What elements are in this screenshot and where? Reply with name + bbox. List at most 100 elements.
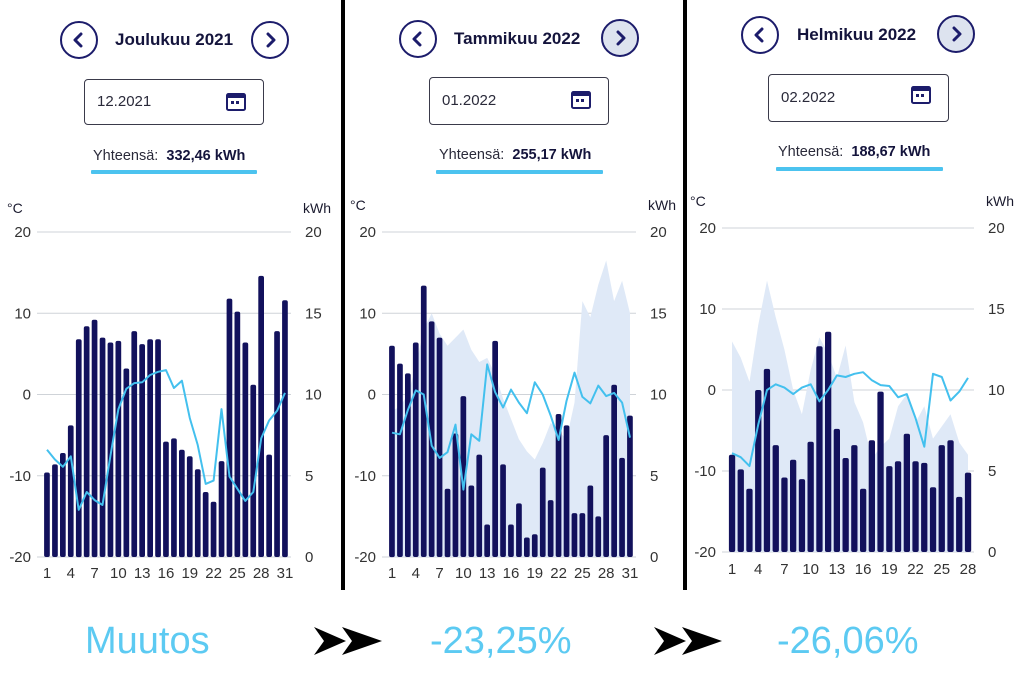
change-label: Muutos: [85, 620, 210, 662]
consumption-bar: [842, 458, 849, 552]
consumption-bar: [274, 331, 280, 557]
consumption-bar: [860, 488, 867, 552]
left-axis-unit: °C: [690, 193, 706, 209]
consumption-bar: [579, 513, 586, 557]
next-month-button[interactable]: [937, 15, 975, 53]
consumption-chart: -20 -10 0 10 20 0 5 10 15 20 1 4 7 10 13 16 19 22 25 28 31: [9, 224, 321, 582]
chevron-left-icon: [73, 32, 83, 48]
consumption-bar: [877, 391, 884, 552]
consumption-bar: [886, 466, 893, 552]
change-percent-february: -26,06%: [777, 620, 919, 662]
left-axis-tick-label: -20: [694, 544, 716, 561]
temperature-line: [731, 371, 969, 468]
calendar-icon[interactable]: [571, 91, 591, 109]
consumption-chart: -20 -10 0 10 20 0 5 10 15 20 1 4 7 10 13 16 19 22 25 28 31: [354, 224, 667, 582]
prev-month-button[interactable]: [60, 21, 98, 59]
month-date-field[interactable]: 02.2022: [768, 74, 949, 122]
x-axis-tick-label: 31: [622, 565, 639, 582]
date-value: 01.2022: [442, 92, 497, 109]
consumption-bar: [234, 311, 241, 557]
x-axis-tick-label: 13: [479, 565, 496, 582]
consumption-bar: [163, 441, 169, 557]
next-month-button[interactable]: [251, 21, 289, 59]
consumption-bar: [60, 453, 66, 557]
x-axis-tick-label: 28: [253, 565, 270, 582]
consumption-bar: [123, 368, 130, 557]
x-axis-tick-label: 1: [388, 565, 396, 582]
consumption-chart: -20 -10 0 10 20 0 5 10 15 20 1 4 7 10 13 16 19 22 25 28: [694, 220, 1005, 578]
x-axis-tick-label: 4: [67, 565, 75, 582]
calendar-icon[interactable]: [226, 93, 246, 111]
consumption-bar: [389, 345, 395, 558]
change-percent-january: -23,25%: [430, 620, 572, 662]
consumption-bar: [282, 300, 288, 558]
x-axis-tick-label: 28: [960, 561, 977, 578]
calendar-icon[interactable]: [911, 86, 931, 104]
x-axis-tick-label: 19: [526, 565, 543, 582]
consumption-bar: [737, 469, 744, 552]
right-axis-tick-label: 20: [650, 224, 667, 241]
consumption-bar: [611, 384, 617, 558]
consumption-bar: [868, 440, 875, 552]
total-value: 188,67 kWh: [851, 144, 931, 160]
right-axis-tick-label: 5: [988, 463, 996, 480]
consumption-bar: [531, 534, 538, 558]
consumption-bar: [436, 337, 443, 557]
left-axis-tick-label: 0: [368, 387, 376, 404]
consumption-bar: [763, 368, 771, 552]
consumption-bar: [147, 339, 153, 558]
x-axis-tick-label: 16: [855, 561, 872, 578]
consumption-bar: [894, 461, 902, 552]
consumption-bar: [912, 461, 919, 552]
consumption-bar: [202, 492, 209, 557]
left-axis-tick-label: 10: [359, 305, 376, 322]
consumption-bar: [851, 445, 858, 552]
consumption-bar: [115, 340, 122, 557]
consumption-bar: [627, 415, 633, 557]
consumption-bar: [99, 337, 106, 557]
consumption-bar: [833, 428, 840, 552]
consumption-bar: [194, 469, 201, 558]
right-axis-unit: kWh: [648, 197, 676, 213]
x-axis-tick-label: 22: [907, 561, 924, 578]
right-axis-tick-label: 5: [305, 468, 313, 485]
chevron-right-icon: [616, 30, 626, 46]
consumption-bar: [218, 461, 225, 557]
panel-divider: [683, 0, 687, 590]
x-axis-tick-label: 7: [780, 561, 788, 578]
month-date-field[interactable]: 01.2022: [429, 77, 609, 125]
consumption-bar: [83, 326, 90, 558]
x-axis-tick-label: 25: [229, 565, 246, 582]
chevron-left-icon: [412, 31, 422, 47]
consumption-bar: [476, 454, 483, 557]
consumption-bar: [728, 454, 736, 552]
consumption-bar: [539, 467, 546, 557]
month-date-field[interactable]: 12.2021: [84, 79, 264, 125]
consumption-bar: [250, 384, 257, 558]
prev-month-button[interactable]: [741, 16, 779, 54]
double-arrow-icon: [654, 627, 722, 655]
left-axis-tick-label: -20: [354, 549, 376, 566]
consumption-bar: [258, 275, 264, 557]
left-axis-unit: °C: [7, 200, 23, 216]
consumption-bar: [619, 457, 625, 557]
total-consumption: Yhteensä: 188,67 kWh: [778, 144, 930, 160]
prev-month-button[interactable]: [399, 20, 437, 58]
consumption-bar: [524, 537, 530, 557]
consumption-bar: [52, 464, 58, 557]
x-axis-tick-label: 13: [134, 565, 151, 582]
x-axis-tick-label: 28: [598, 565, 615, 582]
right-axis-tick-label: 20: [988, 220, 1005, 237]
right-axis-tick-label: 0: [988, 544, 996, 561]
total-label: Yhteensä:: [778, 144, 844, 160]
x-axis-tick-label: 7: [435, 565, 443, 582]
total-underline: [436, 170, 603, 174]
next-month-button[interactable]: [601, 19, 639, 57]
consumption-bar: [571, 513, 578, 557]
x-axis-tick-label: 10: [455, 565, 472, 582]
consumption-bar: [405, 373, 411, 557]
month-title: Joulukuu 2021: [115, 30, 234, 49]
x-axis-tick-label: 4: [754, 561, 762, 578]
temperature-line: [391, 363, 631, 491]
consumption-bar: [139, 344, 145, 557]
